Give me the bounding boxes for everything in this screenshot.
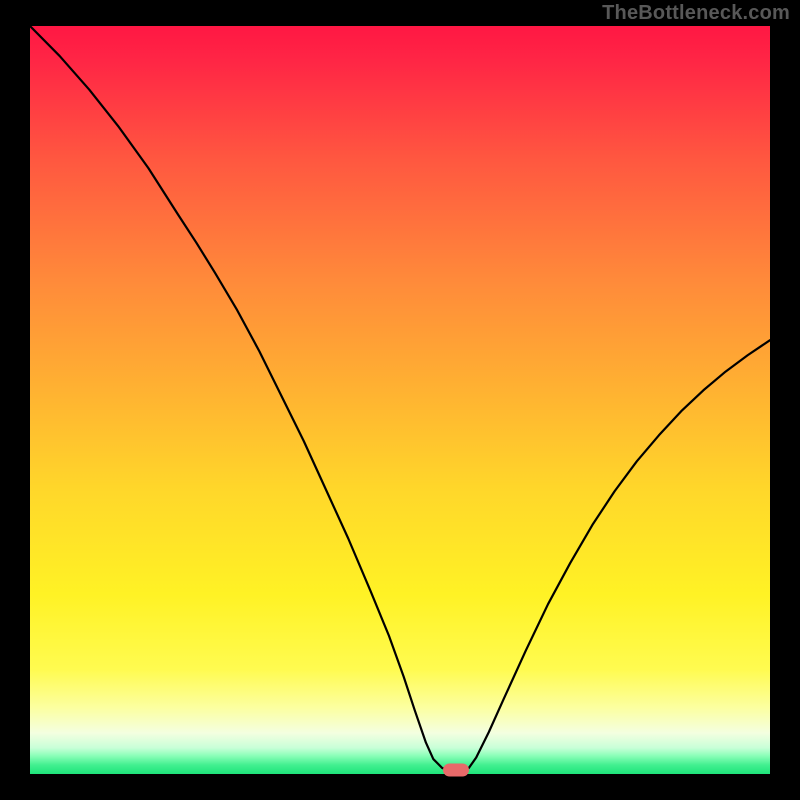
curve-svg bbox=[30, 26, 770, 774]
plot-area bbox=[30, 26, 770, 774]
bottleneck-curve bbox=[30, 26, 770, 770]
watermark: TheBottleneck.com bbox=[602, 2, 790, 25]
optimal-marker bbox=[443, 763, 469, 776]
